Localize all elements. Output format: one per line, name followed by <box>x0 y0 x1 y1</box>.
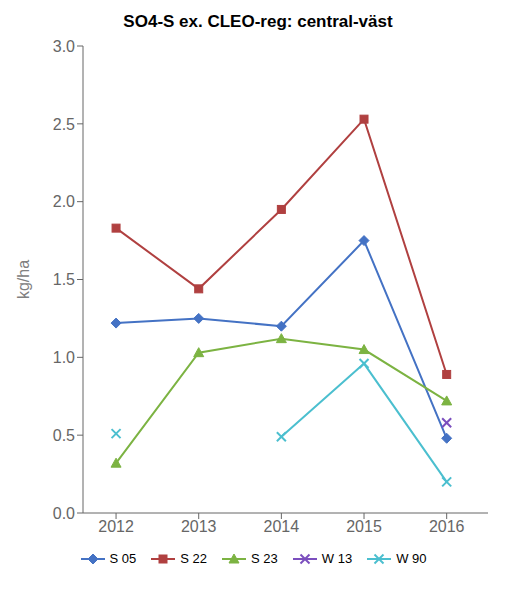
svg-text:2015: 2015 <box>346 518 382 535</box>
html-text:S 22: S 22 <box>180 551 207 566</box>
html-text:S 05: S 05 <box>109 551 137 566</box>
html-text:W 90: W 90 <box>396 551 427 566</box>
svg-text:1.5: 1.5 <box>53 271 75 288</box>
svg-text:0.5: 0.5 <box>53 427 75 444</box>
html-text:W 13: W 13 <box>321 551 353 566</box>
svg-text:2013: 2013 <box>181 518 217 535</box>
svg-text:2016: 2016 <box>429 518 465 535</box>
svg-text:2.5: 2.5 <box>53 116 75 133</box>
svg-text:0.0: 0.0 <box>53 505 75 522</box>
svg-text:kg/ha: kg/ha <box>15 260 32 299</box>
html-text:S 23: S 23 <box>251 551 278 566</box>
svg-text:1.0: 1.0 <box>53 349 75 366</box>
html-text:SO4-S ex. CLEO-reg: central-vä: SO4-S ex. CLEO-reg: central-väst <box>123 12 393 31</box>
svg-text:3.0: 3.0 <box>53 38 75 55</box>
svg-text:2014: 2014 <box>264 518 300 535</box>
svg-text:2.0: 2.0 <box>53 193 75 210</box>
svg-text:2012: 2012 <box>98 518 134 535</box>
